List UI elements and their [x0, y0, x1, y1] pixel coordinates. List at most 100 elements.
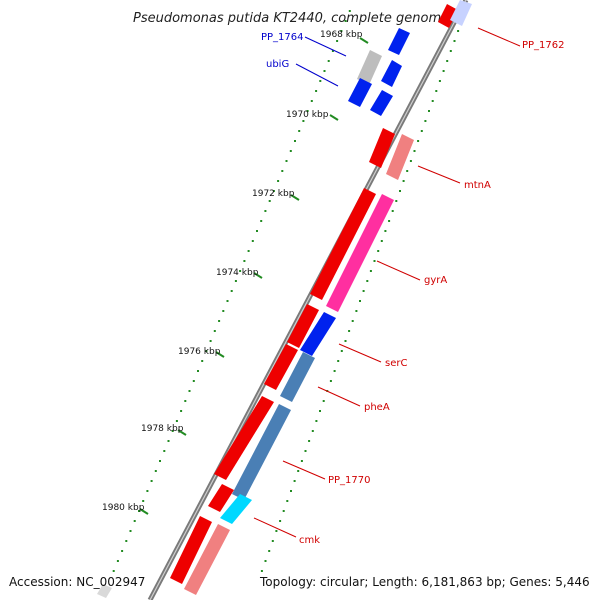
- track-dot: [222, 310, 225, 312]
- track-dot: [264, 210, 267, 212]
- gene-red-mtna[interactable]: [369, 128, 395, 168]
- track-dot: [226, 300, 229, 302]
- gene-steel-pp1770[interactable]: [232, 404, 291, 500]
- track-dot: [391, 210, 394, 212]
- track-dot: [333, 370, 336, 372]
- gene-red-serc[interactable]: [287, 304, 319, 348]
- track-dot: [413, 150, 416, 152]
- track-dot: [298, 130, 301, 132]
- track-dot: [457, 30, 460, 32]
- track-dot: [449, 50, 452, 52]
- track-dot: [275, 530, 278, 532]
- gene-red-gyra[interactable]: [310, 188, 376, 300]
- gene-blue-top-b[interactable]: [381, 60, 402, 87]
- gene-lightred-mtna[interactable]: [386, 134, 414, 180]
- track-dot: [279, 520, 282, 522]
- track-dot: [420, 130, 423, 132]
- track-dot: [384, 230, 387, 232]
- track-dot: [260, 570, 263, 572]
- track-dot: [285, 160, 288, 162]
- gene-blue-top-a[interactable]: [388, 28, 410, 55]
- label-pp1770[interactable]: PP_1770: [328, 475, 371, 486]
- outer-dotted-track: [260, 10, 467, 572]
- gene-pp1762-blue[interactable]: [450, 0, 472, 26]
- tick-1980-mark: [139, 508, 149, 515]
- gene-blue-serc[interactable]: [300, 312, 336, 356]
- track-dot: [277, 180, 280, 182]
- track-dot: [344, 20, 347, 22]
- gene-red-bottom[interactable]: [170, 516, 212, 584]
- track-dot: [251, 240, 254, 242]
- track-dot: [362, 290, 365, 292]
- label-cmk[interactable]: cmk: [299, 535, 320, 546]
- leader-mtna: [417, 165, 461, 184]
- track-dot: [340, 350, 343, 352]
- label-mtna[interactable]: mtnA: [464, 180, 491, 191]
- tick-1970-label: 1970 kbp: [286, 110, 329, 120]
- track-dot: [256, 230, 258, 232]
- track-dot: [344, 340, 347, 342]
- tick-1972-label: 1972 kbp: [252, 189, 295, 199]
- gene-gray-bottom[interactable]: [97, 584, 112, 598]
- track-dot: [402, 180, 405, 182]
- track-dot: [290, 490, 292, 492]
- gene-red-phea[interactable]: [264, 344, 298, 390]
- track-dot: [377, 250, 380, 252]
- track-dot: [438, 80, 441, 82]
- track-dot: [431, 100, 434, 102]
- label-serc[interactable]: serC: [385, 358, 407, 369]
- track-dot: [323, 70, 326, 72]
- track-dot: [366, 280, 369, 282]
- track-dot: [289, 150, 292, 152]
- track-dot: [297, 470, 300, 472]
- track-dot: [304, 450, 307, 452]
- gene-red-pp1770[interactable]: [214, 396, 274, 480]
- gene-pink-gyra[interactable]: [326, 194, 394, 312]
- label-ubig[interactable]: ubiG: [266, 59, 289, 70]
- label-pp1762[interactable]: PP_1762: [522, 40, 565, 51]
- track-dot: [282, 510, 285, 512]
- gene-lightred-bottom[interactable]: [184, 524, 230, 595]
- inner-dotted-track: [112, 10, 351, 572]
- track-dot: [428, 110, 430, 112]
- gene-gray-ubig-region[interactable]: [357, 50, 382, 85]
- track-dot: [369, 270, 372, 272]
- tick-1974-mark: [253, 272, 263, 279]
- tick-1970-mark: [329, 114, 339, 121]
- track-dot: [442, 70, 445, 72]
- track-dot: [308, 440, 311, 442]
- gene-labels: PP_1762 PP_1764 ubiG mtnA gyrA serC pheA…: [253, 27, 565, 546]
- track-dot: [121, 550, 124, 552]
- tick-1980-label: 1980 kbp: [102, 503, 145, 513]
- track-dot: [146, 490, 149, 492]
- track-dot: [116, 560, 119, 562]
- track-dot: [355, 310, 358, 312]
- gene-steel-phea[interactable]: [280, 352, 315, 402]
- track-dot: [260, 220, 263, 222]
- track-dot: [209, 340, 212, 342]
- track-dot: [406, 170, 409, 172]
- track-dot: [230, 290, 233, 292]
- track-dot: [175, 420, 178, 422]
- tick-1972-mark: [290, 194, 300, 201]
- map-title: Pseudomonas putida KT2440, complete geno…: [133, 11, 449, 26]
- label-pp1764[interactable]: PP_1764: [261, 32, 304, 43]
- track-dot: [192, 380, 195, 382]
- gene-cyan-cmk[interactable]: [220, 494, 252, 524]
- track-dot: [373, 260, 376, 262]
- gene-red-cmk[interactable]: [208, 484, 234, 512]
- track-dot: [213, 330, 216, 332]
- track-dot: [294, 140, 296, 142]
- track-dot: [340, 30, 343, 32]
- track-dot: [359, 300, 361, 302]
- gene-track: [97, 0, 472, 598]
- label-phea[interactable]: pheA: [364, 402, 390, 413]
- track-dot: [218, 320, 221, 322]
- gene-pp1762-red[interactable]: [438, 4, 458, 28]
- track-dot: [201, 360, 204, 362]
- gene-blue-ubig-b[interactable]: [370, 90, 393, 116]
- label-gyra[interactable]: gyrA: [424, 275, 447, 286]
- track-dot: [329, 380, 332, 382]
- gene-blue-ubig[interactable]: [348, 78, 372, 107]
- track-dot: [351, 320, 354, 322]
